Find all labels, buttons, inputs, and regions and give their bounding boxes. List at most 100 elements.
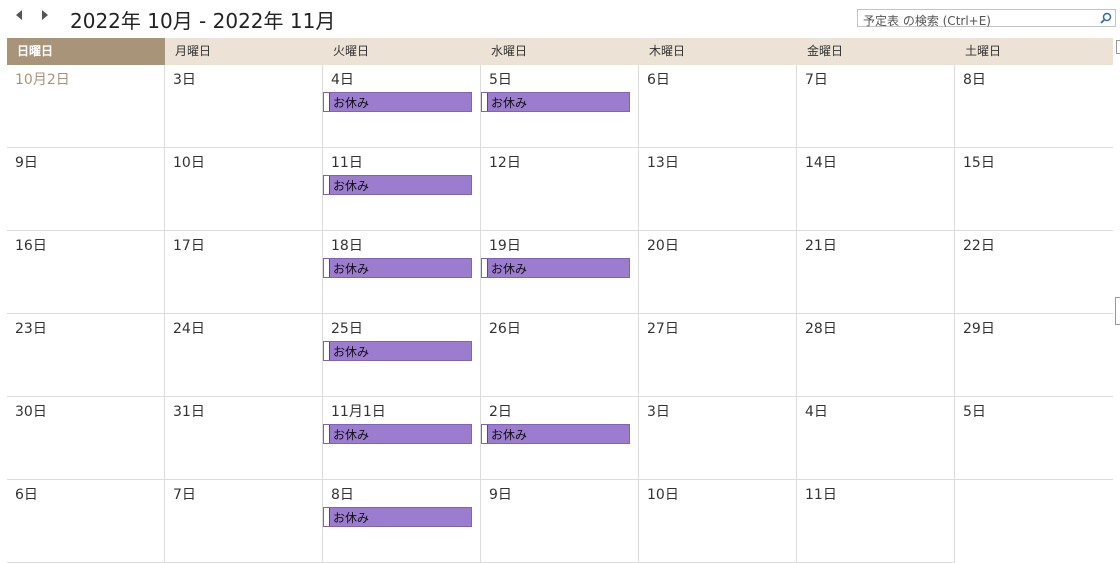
day-cell[interactable]: 26日: [481, 314, 639, 397]
day-cell[interactable]: 4日お休み: [323, 65, 481, 148]
weekday-header-row: 日曜日 月曜日 火曜日 水曜日 木曜日 金曜日 土曜日: [7, 38, 1113, 65]
previous-arrow-icon[interactable]: [16, 10, 22, 20]
day-number: 27日: [647, 321, 679, 337]
calendar-event[interactable]: お休み: [323, 507, 472, 527]
day-cell[interactable]: 3日: [165, 65, 323, 148]
calendar-event[interactable]: お休み: [481, 424, 630, 444]
search-box[interactable]: [857, 9, 1116, 29]
day-number: 8日: [331, 487, 354, 503]
search-icon[interactable]: [1100, 12, 1112, 24]
day-cell[interactable]: 7日: [797, 65, 955, 148]
calendar-event[interactable]: お休み: [481, 258, 630, 278]
day-number: 11月1日: [331, 404, 386, 420]
day-number: 5日: [963, 404, 986, 420]
day-number: 28日: [805, 321, 837, 337]
day-cell[interactable]: 5日お休み: [481, 65, 639, 148]
day-cell[interactable]: 10日: [165, 148, 323, 231]
day-cell[interactable]: 6日: [7, 480, 165, 563]
day-cell[interactable]: 19日 お休み: [481, 231, 639, 314]
scroll-up-button[interactable]: [1116, 40, 1120, 54]
calendar-event[interactable]: お休み: [323, 258, 472, 278]
calendar-event[interactable]: お休み: [481, 92, 630, 112]
day-cell[interactable]: 27日: [639, 314, 797, 397]
day-cell[interactable]: 20日: [639, 231, 797, 314]
day-number: 22日: [963, 238, 995, 254]
day-cell[interactable]: 21日: [797, 231, 955, 314]
day-number: 15日: [963, 155, 995, 171]
day-cell[interactable]: 15日: [955, 148, 1113, 231]
event-title: お休み: [491, 262, 528, 276]
day-number: 16日: [15, 238, 47, 254]
weekday-header: 月曜日: [165, 38, 323, 65]
day-cell[interactable]: 3日: [639, 397, 797, 480]
next-arrow-icon[interactable]: [42, 10, 48, 20]
event-status-marker: [324, 425, 330, 443]
day-cell[interactable]: 8日お休み: [323, 480, 481, 563]
day-cell[interactable]: 6日: [639, 65, 797, 148]
day-cell[interactable]: 9日: [481, 480, 639, 563]
day-cell[interactable]: 28日: [797, 314, 955, 397]
day-cell[interactable]: 8日: [955, 65, 1113, 148]
calendar-event[interactable]: お休み: [323, 175, 472, 195]
event-status-marker: [482, 259, 488, 277]
day-cell[interactable]: 11月1日お休み: [323, 397, 481, 480]
weekday-header: 水曜日: [481, 38, 639, 65]
day-number: 24日: [173, 321, 205, 337]
day-number: 2日: [489, 404, 512, 420]
day-cell[interactable]: 12日: [481, 148, 639, 231]
day-cell[interactable]: 2日お休み: [481, 397, 639, 480]
weekday-header: 日曜日: [7, 38, 165, 65]
day-cell[interactable]: 10日: [639, 480, 797, 563]
day-cell[interactable]: 18日 お休み: [323, 231, 481, 314]
weekday-header: 木曜日: [639, 38, 797, 65]
day-number: 7日: [805, 72, 828, 88]
day-number: 4日: [331, 72, 354, 88]
search-input[interactable]: [858, 13, 1093, 29]
day-cell[interactable]: 11日お休み: [323, 148, 481, 231]
calendar-toolbar: 2022年 10月 - 2022年 11月: [0, 0, 1120, 38]
day-number: 9日: [489, 487, 512, 503]
calendar-event[interactable]: お休み: [323, 92, 472, 112]
day-number: 5日: [489, 72, 512, 88]
day-cell[interactable]: 17日: [165, 231, 323, 314]
day-number: 14日: [805, 155, 837, 171]
day-cell[interactable]: 29日: [955, 314, 1113, 397]
day-cell[interactable]: 10月2日: [7, 65, 165, 148]
month-grid: 10月2日 3日 4日 お休み 5日 お休み 6日 7日 8日 9日 10日 11日 お休み 12日 13日…: [7, 65, 1113, 563]
day-cell[interactable]: 7日: [165, 480, 323, 563]
scrollbar-thumb[interactable]: [1115, 297, 1120, 325]
day-cell[interactable]: 24日: [165, 314, 323, 397]
day-cell[interactable]: 5日: [955, 397, 1113, 480]
event-status-marker: [482, 425, 488, 443]
day-number: 30日: [15, 404, 47, 420]
day-cell[interactable]: 25日 お休み: [323, 314, 481, 397]
day-cell[interactable]: 14日: [797, 148, 955, 231]
calendar-event[interactable]: お休み: [323, 424, 472, 444]
calendar-event[interactable]: お休み: [323, 341, 472, 361]
day-cell[interactable]: 16日: [7, 231, 165, 314]
day-cell[interactable]: 13日: [639, 148, 797, 231]
day-cell[interactable]: 30日: [7, 397, 165, 480]
day-cell[interactable]: 31日: [165, 397, 323, 480]
day-cell[interactable]: 22日: [955, 231, 1113, 314]
day-number: 4日: [805, 404, 828, 420]
day-number: 11日: [805, 487, 837, 503]
day-number: 29日: [963, 321, 995, 337]
day-number: 9日: [15, 155, 38, 171]
event-status-marker: [324, 176, 330, 194]
day-cell[interactable]: 23日: [7, 314, 165, 397]
day-cell[interactable]: 11日: [797, 480, 955, 563]
day-number: 12日: [489, 155, 521, 171]
event-title: お休み: [491, 96, 528, 110]
day-cell[interactable]: 4日: [797, 397, 955, 480]
event-title: お休み: [333, 511, 370, 525]
event-title: お休み: [491, 428, 528, 442]
day-number: 26日: [489, 321, 521, 337]
event-title: お休み: [333, 262, 370, 276]
day-number: 8日: [963, 72, 986, 88]
day-number: 11日: [331, 155, 363, 171]
event-status-marker: [324, 508, 330, 526]
day-number: 31日: [173, 404, 205, 420]
day-number: 6日: [647, 72, 670, 88]
day-cell[interactable]: 9日: [7, 148, 165, 231]
